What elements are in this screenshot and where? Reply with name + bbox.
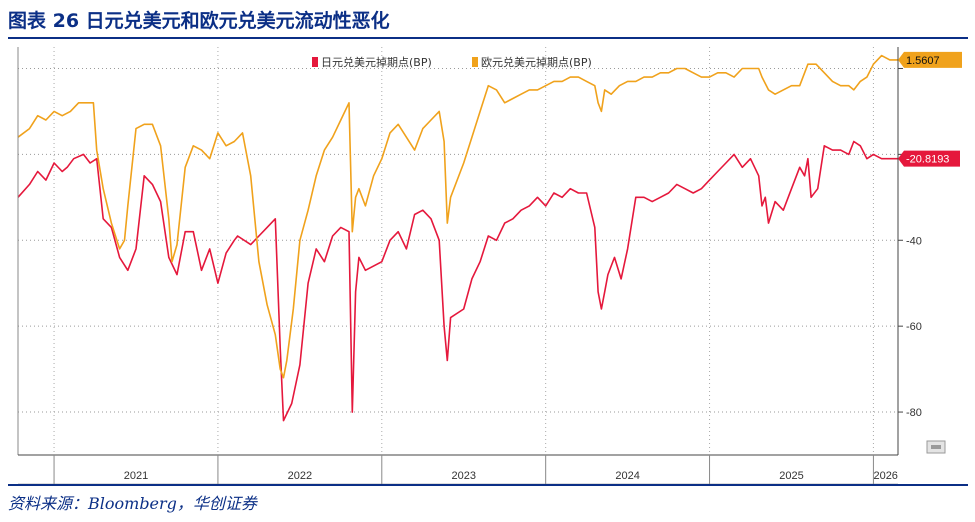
series-line-eur: [17, 54, 898, 379]
series-line-jpy: [17, 140, 898, 422]
end-label-eur: 1.5607: [906, 55, 940, 67]
end-label-box-jpy: [898, 150, 960, 167]
x-tick-label: 2023: [451, 470, 475, 482]
x-tick-label: 2022: [288, 470, 312, 482]
end-label-jpy: -20.8193: [906, 154, 949, 166]
x-tick-label: 2021: [124, 470, 148, 482]
footer-divider: [8, 484, 968, 486]
scroll-button[interactable]: [926, 440, 946, 454]
end-labels: -20.8193 1.5607: [898, 51, 962, 167]
x-tick-label: 2025: [779, 470, 803, 482]
y-tick-label: -80: [906, 407, 922, 419]
legend-label-jpy: 日元兑美元掉期点(BP): [321, 55, 432, 69]
axis-layer: -40 -60 -80 2021 2022 2023 2024 2025 2026: [17, 47, 922, 485]
legend-swatch-jpy: [312, 57, 318, 67]
x-tick-label: 2024: [615, 470, 639, 482]
series-layer: [17, 54, 898, 422]
x-tick-label: 2026: [873, 470, 897, 482]
y-tick-label: -40: [906, 235, 922, 247]
legend: 日元兑美元掉期点(BP) 欧元兑美元掉期点(BP): [312, 55, 592, 69]
page-title: 图表 26 日元兑美元和欧元兑美元流动性恶化: [8, 10, 390, 32]
grid-layer: [18, 47, 898, 455]
end-label-box-eur: [898, 51, 962, 68]
legend-label-eur: 欧元兑美元掉期点(BP): [481, 55, 592, 69]
source-note: 资料来源：Bloomberg，华创证券: [8, 494, 257, 513]
legend-swatch-eur: [472, 57, 478, 67]
y-tick-label: -60: [906, 321, 922, 333]
title-divider: [8, 37, 968, 39]
